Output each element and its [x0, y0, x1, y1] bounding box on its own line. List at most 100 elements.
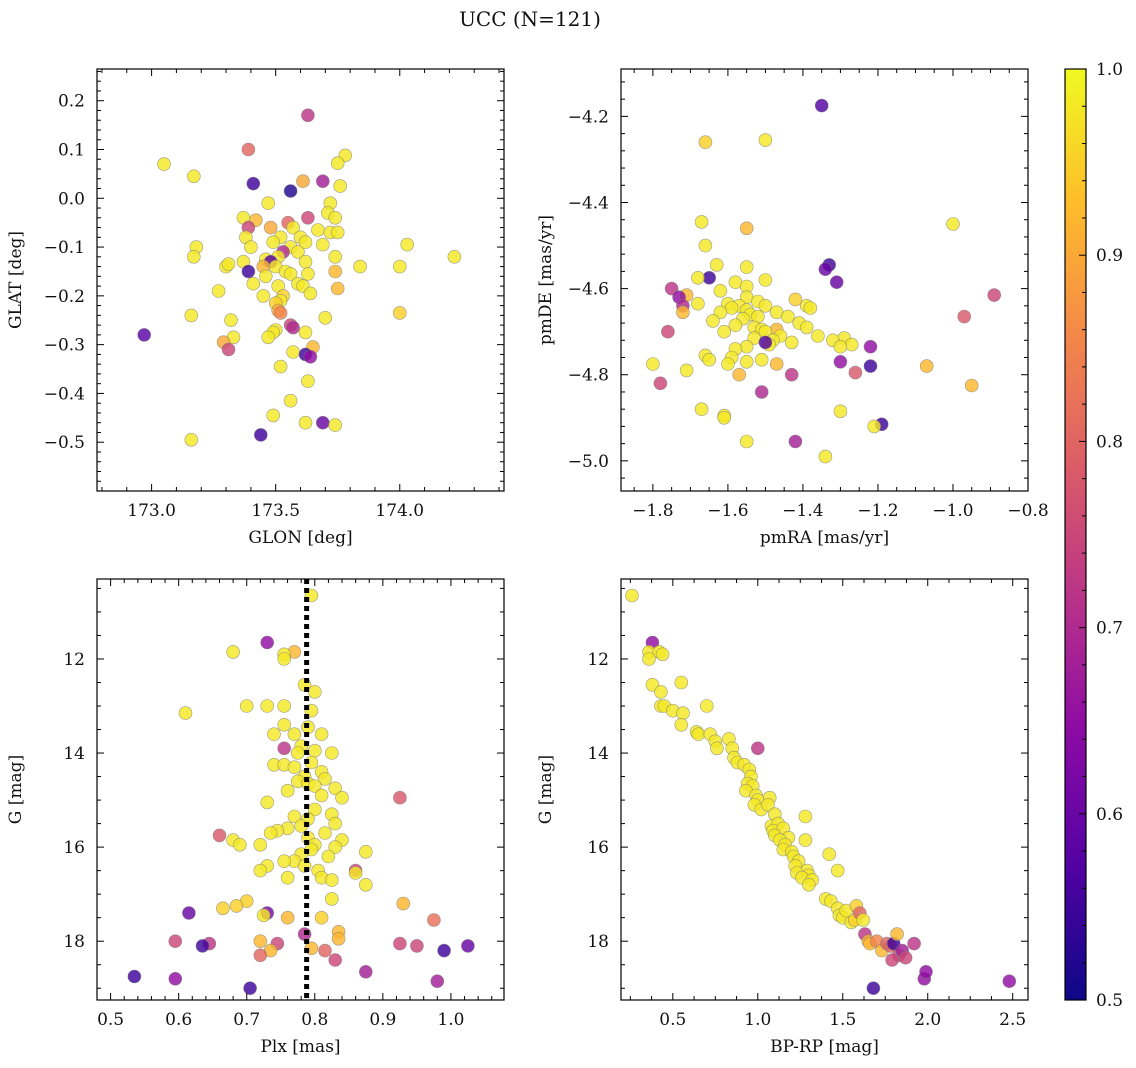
- data-point: [221, 257, 236, 271]
- data-point: [761, 797, 775, 812]
- data-point: [461, 939, 475, 953]
- x-tick-label: 174.0: [375, 501, 424, 521]
- data-point: [328, 211, 343, 225]
- scatter-points: [646, 98, 1002, 464]
- data-point: [328, 418, 343, 432]
- data-point: [430, 974, 445, 989]
- data-point: [830, 863, 845, 878]
- data-point: [315, 415, 330, 430]
- data-point: [307, 802, 322, 817]
- data-point: [885, 953, 899, 967]
- x-tick-label: 0.9: [369, 1010, 396, 1030]
- data-point: [330, 156, 345, 170]
- x-tick-label: 2.5: [999, 1010, 1026, 1030]
- data-point: [691, 296, 705, 311]
- data-point: [654, 685, 668, 699]
- data-point: [318, 826, 332, 840]
- data-point: [324, 892, 339, 906]
- data-point: [286, 345, 300, 359]
- data-point: [353, 259, 367, 274]
- data-point: [184, 308, 199, 323]
- data-point: [307, 743, 322, 758]
- data-point: [713, 283, 728, 298]
- y-tick-label: 0.1: [58, 140, 85, 160]
- data-point: [277, 741, 292, 756]
- data-point: [260, 635, 275, 650]
- colorbar-tick-label: 0.8: [1096, 432, 1123, 452]
- colorbar-gradient: [1064, 68, 1087, 1001]
- x-tick-label: 2.0: [914, 1010, 941, 1030]
- x-axis-label: GLON [deg]: [248, 528, 352, 548]
- data-point: [732, 367, 747, 382]
- y-tick-label: 16: [63, 838, 85, 858]
- data-point: [283, 267, 298, 281]
- data-point: [848, 365, 863, 380]
- data-point: [127, 969, 142, 984]
- data-point: [318, 310, 333, 325]
- x-tick-label: 1.0: [744, 1010, 771, 1030]
- axes-frame: [620, 578, 1029, 1001]
- data-point: [739, 354, 754, 369]
- data-point: [393, 936, 407, 951]
- y-tick-label: −4.4: [568, 193, 609, 213]
- y-tick-label: −4.2: [568, 107, 609, 127]
- data-point: [739, 260, 754, 274]
- data-point: [301, 374, 315, 389]
- data-point: [318, 943, 332, 958]
- data-point: [256, 908, 271, 923]
- data-point: [829, 275, 844, 290]
- x-tick-label: 0.5: [97, 1010, 124, 1030]
- data-point: [260, 795, 275, 810]
- data-point: [758, 133, 773, 147]
- data-point: [784, 367, 799, 382]
- data-point: [328, 249, 343, 264]
- x-tick-label: −1.6: [707, 501, 748, 521]
- data-point: [287, 727, 302, 742]
- data-point: [698, 135, 713, 149]
- data-point: [400, 237, 415, 252]
- y-tick-label: −0.5: [44, 433, 85, 453]
- data-point: [642, 652, 656, 666]
- data-point: [676, 706, 690, 720]
- y-tick-label: 16: [587, 838, 609, 858]
- data-point: [863, 359, 878, 373]
- data-point: [328, 840, 343, 854]
- data-point: [314, 727, 329, 742]
- data-point: [674, 717, 689, 732]
- data-point: [224, 313, 238, 328]
- data-point: [328, 816, 343, 831]
- data-point: [287, 760, 302, 775]
- data-point: [311, 223, 325, 237]
- data-point: [277, 854, 292, 869]
- y-tick-label: −4.6: [568, 280, 609, 300]
- x-tick-label: 0.6: [165, 1010, 192, 1030]
- data-point: [256, 289, 271, 303]
- y-tick-label: −4.8: [568, 366, 609, 386]
- data-point: [301, 211, 315, 225]
- data-point: [303, 286, 318, 301]
- data-point: [286, 220, 300, 235]
- data-point: [866, 981, 881, 996]
- data-point: [919, 964, 933, 979]
- x-tick-label: −1.4: [782, 501, 823, 521]
- y-tick-label: −5.0: [568, 452, 609, 472]
- data-point: [674, 675, 689, 690]
- data-point: [758, 273, 773, 287]
- figure-title: UCC (N=121): [459, 7, 601, 31]
- data-point: [330, 225, 345, 240]
- panel-bprp-g: 0.5 1.0 1.5 2.0 2.5 12 14 16 18 BP-RP [mag] G [mag…: [536, 578, 1029, 1057]
- data-point: [393, 790, 407, 805]
- data-point: [239, 699, 254, 713]
- data-point: [844, 337, 859, 352]
- data-point: [291, 245, 305, 259]
- data-point: [280, 783, 295, 798]
- data-point: [333, 179, 348, 193]
- data-point: [754, 385, 769, 399]
- data-point: [833, 354, 848, 369]
- data-point: [314, 788, 329, 803]
- data-point: [447, 249, 462, 264]
- data-point: [324, 873, 339, 887]
- data-point: [964, 378, 979, 393]
- data-point: [788, 292, 803, 307]
- data-point: [273, 306, 288, 320]
